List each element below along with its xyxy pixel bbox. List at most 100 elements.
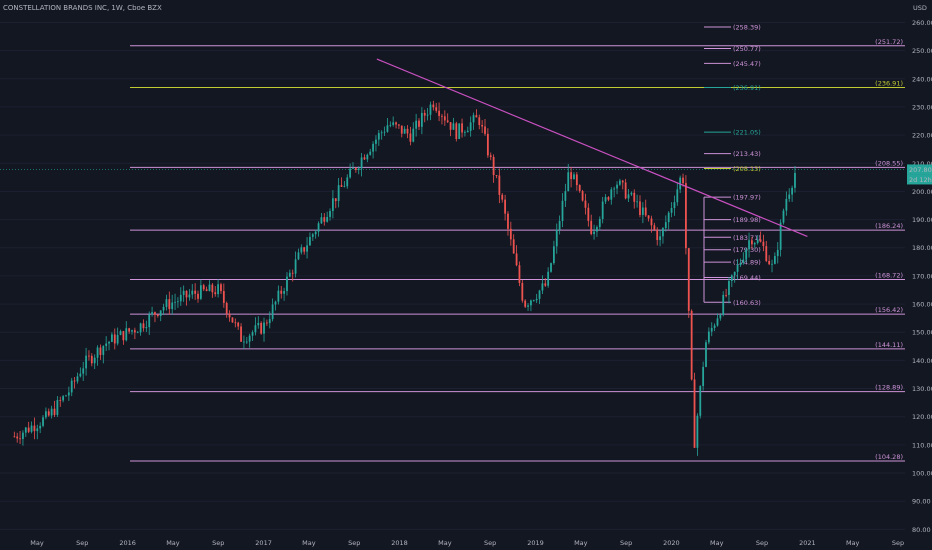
candle-body (495, 175, 498, 176)
candle-body (722, 294, 725, 315)
candle-body (403, 128, 406, 134)
trendline[interactable] (376, 58, 808, 238)
level-label: (236.91) (875, 79, 903, 87)
candle-body (461, 123, 463, 133)
candle-body (202, 285, 205, 290)
candle-body (131, 330, 133, 332)
candle-body (650, 218, 653, 226)
candle-body (452, 123, 455, 130)
candles (13, 100, 796, 456)
time-axis[interactable]: May Sep 2016 May Sep 2017 May Sep 2018 May Sep 2019… (30, 539, 932, 547)
candle-body (188, 294, 191, 298)
candle-body (111, 334, 113, 342)
y-tick-label: 210.00 (912, 160, 932, 168)
candle-body (593, 231, 595, 235)
candle-body (33, 425, 36, 432)
x-tick-label: May (438, 539, 452, 547)
candle-body (742, 259, 745, 263)
candle-body (268, 319, 271, 324)
candle-body (618, 180, 621, 185)
candle-body (630, 192, 633, 195)
candle-body (673, 202, 676, 209)
candle-body (352, 168, 354, 169)
y-tick-label: 90.00 (912, 498, 931, 506)
candle-body (369, 151, 372, 155)
candle-body (76, 376, 79, 382)
x-tick-label: 2021 (799, 539, 816, 547)
candle-body (398, 124, 400, 126)
y-tick-label: 100.00 (912, 470, 932, 478)
candle-body (486, 133, 489, 156)
candle-body (194, 290, 197, 294)
candle-body (762, 241, 765, 247)
candle-body (251, 332, 254, 336)
candle-body (306, 245, 308, 252)
fib-levels[interactable]: (258.39) (250.77) (245.47) (236.91) (221.05)… (703, 23, 761, 307)
candle-body (329, 211, 331, 217)
fib-label: (208.13) (733, 165, 761, 173)
candle-body (294, 259, 297, 274)
candle-body (466, 130, 469, 133)
x-tick-label: 2018 (391, 539, 408, 547)
candle-body (237, 322, 240, 327)
candle-body (145, 327, 148, 329)
last-price-label: 207.80 (909, 166, 932, 174)
candle-body (598, 219, 601, 228)
candle-body (182, 290, 185, 295)
candle-body (357, 168, 360, 171)
candle-body (349, 168, 352, 178)
candle-body (105, 343, 108, 346)
candle-body (702, 366, 705, 387)
x-tick-label: Sep (892, 539, 904, 547)
candle-body (501, 194, 504, 200)
candle-body (418, 120, 420, 127)
candle-body (340, 185, 343, 187)
candle-body (24, 427, 27, 433)
y-tick-label: 80.00 (912, 526, 931, 534)
candle-body (395, 122, 397, 125)
candle-body (481, 124, 484, 127)
candle-body (389, 124, 392, 126)
y-tick-label: 110.00 (912, 441, 932, 449)
candle-body (27, 427, 30, 432)
x-tick-label: May (574, 539, 588, 547)
candle-body (415, 120, 418, 129)
candle-body (564, 191, 567, 201)
candle-body (171, 302, 174, 310)
candle-body (303, 247, 306, 252)
x-tick-label: 2016 (119, 539, 136, 547)
candle-body (773, 256, 776, 264)
candle-body (142, 323, 145, 329)
candle-body (446, 120, 449, 123)
candle-body (604, 197, 607, 202)
candle-body (59, 400, 62, 401)
candle-body (375, 139, 377, 144)
price-axis[interactable]: 80.00 90.00 100.00 110.00 120.00 130.00 140.00… (912, 19, 932, 534)
candle-body (596, 227, 598, 232)
candle-body (794, 172, 796, 188)
candle-body (346, 177, 349, 187)
x-tick-label: 2020 (663, 539, 680, 547)
candle-body (573, 174, 575, 180)
candle-body (685, 183, 687, 249)
candle-body (509, 228, 512, 240)
candle-body (30, 425, 33, 432)
candle-body (676, 189, 679, 203)
candle-body (16, 436, 19, 439)
candle-body (455, 123, 458, 139)
x-tick-label: 2017 (255, 539, 272, 547)
candle-body (733, 271, 736, 276)
candle-body (274, 301, 277, 305)
candle-body (544, 283, 547, 286)
candle-body (168, 299, 171, 310)
candle-body (317, 223, 320, 232)
x-tick-label: May (30, 539, 44, 547)
candle-body (133, 330, 136, 333)
candle-body (478, 117, 481, 125)
candle-body (288, 272, 291, 277)
x-tick-label: May (302, 539, 316, 547)
fib-label: (183.71) (733, 234, 761, 242)
candle-body (512, 239, 515, 254)
horizontal-levels[interactable]: (251.72) (236.91) (208.55) (186.24) (168.72)… (130, 38, 905, 462)
